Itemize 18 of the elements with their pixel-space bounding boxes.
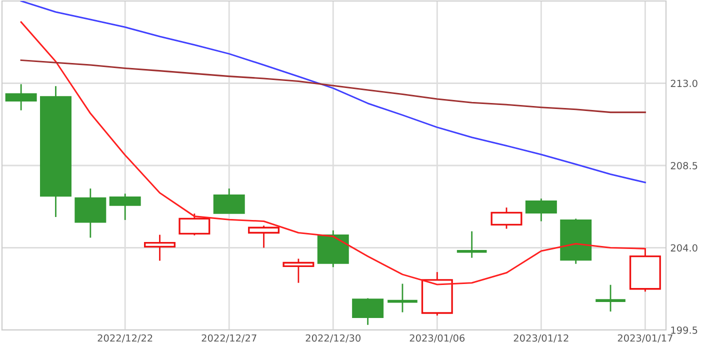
x-tick-label: 2023/01/12 xyxy=(514,334,568,342)
candlestick xyxy=(456,230,488,258)
line-series xyxy=(20,1,646,184)
x-tick-label: 2022/12/27 xyxy=(202,334,256,342)
y-tick-label: 204.0 xyxy=(670,244,698,252)
x-tick-label: 2023/01/06 xyxy=(410,334,465,342)
line-series xyxy=(20,59,646,114)
candlestick xyxy=(144,234,176,262)
y-tick-label: 208.5 xyxy=(670,162,698,170)
candlestick xyxy=(282,258,314,284)
x-tick-label: 2022/12/22 xyxy=(98,334,152,342)
x-tick-label: 2022/12/30 xyxy=(306,334,361,342)
candlestick xyxy=(594,284,627,312)
x-tick-label: 2023/01/17 xyxy=(618,334,672,342)
y-tick-label: 213.0 xyxy=(670,80,698,88)
y-tick-label: 199.5 xyxy=(671,326,698,334)
line-series xyxy=(20,21,646,286)
candlestick xyxy=(386,283,419,313)
